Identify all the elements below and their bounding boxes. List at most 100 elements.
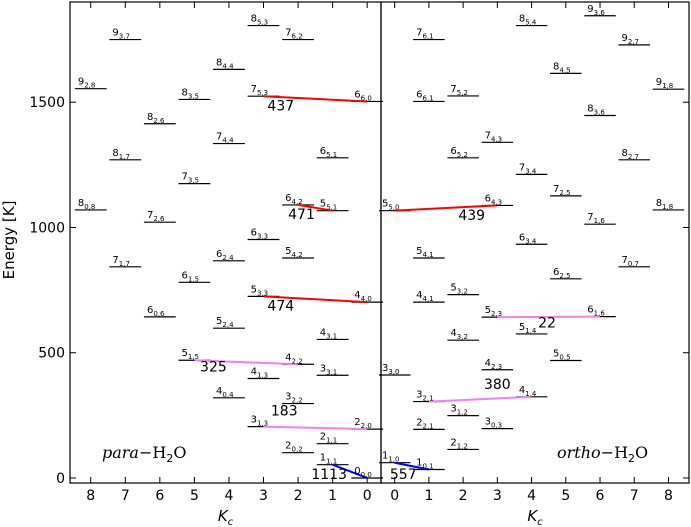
x-tick-label: 0 (390, 488, 399, 504)
x-tick-label: 4 (527, 488, 536, 504)
transition-label: 1113 (311, 467, 347, 483)
x-tick-label: 1 (328, 488, 337, 504)
level-label: 55,0 (382, 199, 400, 212)
x-tick-label: 6 (155, 488, 164, 504)
x-axis-title: Kc (527, 507, 543, 527)
x-tick-label: 3 (259, 488, 268, 504)
x-tick-label: 2 (294, 488, 303, 504)
level-label: 92,7 (622, 33, 640, 46)
level-label: 85,3 (251, 14, 269, 27)
level-label: 32,2 (285, 392, 303, 405)
level-label: 62,5 (553, 267, 571, 280)
transition-line (263, 425, 368, 431)
level-label: 66,0 (354, 89, 372, 102)
transition-line (394, 204, 498, 212)
level-label: 44,1 (416, 290, 434, 303)
level-label: 55,1 (320, 199, 338, 212)
level-label: 70,7 (622, 255, 640, 268)
level-label: 82,6 (147, 112, 165, 125)
level-label: 74,4 (216, 132, 234, 145)
level-label: 85,4 (519, 14, 537, 27)
level-label: 53,3 (251, 284, 269, 297)
level-label: 41,3 (251, 367, 269, 380)
x-tick-label: 7 (630, 488, 639, 504)
level-label: 81,7 (112, 148, 130, 161)
level-label: 60,6 (147, 305, 165, 318)
x-tick-label: 2 (459, 488, 468, 504)
level-label: 11,0 (382, 451, 400, 464)
panel-title: ortho−H2O (557, 443, 648, 465)
level-label: 92,8 (78, 77, 96, 90)
level-label: 83,6 (587, 103, 605, 116)
level-label: 80,8 (78, 198, 96, 211)
level-label: 50,5 (553, 348, 571, 361)
level-label: 53,2 (450, 283, 468, 296)
level-label: 51,5 (182, 348, 200, 361)
transition-line (263, 295, 368, 304)
transition-label: 380 (484, 377, 511, 393)
panel-frame (380, 1, 690, 484)
x-axis-title: Kc (218, 507, 234, 527)
level-label: 64,2 (285, 193, 303, 206)
transition-line (297, 203, 333, 212)
level-label: 71,6 (587, 212, 605, 225)
transition-label: 437 (267, 98, 294, 114)
level-label: 43,1 (320, 327, 338, 340)
transition-label: 22 (538, 316, 556, 332)
transition-line (497, 315, 601, 319)
level-label: 52,3 (485, 305, 503, 318)
transition-line (194, 359, 299, 366)
level-label: 31,2 (450, 404, 468, 417)
transition-label: 474 (267, 299, 294, 315)
level-label: 00,0 (354, 466, 372, 479)
level-label: 42,3 (485, 358, 503, 371)
level-label: 72,6 (147, 210, 165, 223)
panel-title: para−H2O (102, 443, 186, 465)
level-label: 61,6 (587, 305, 605, 318)
level-label: 33,1 (320, 363, 338, 376)
level-label: 76,2 (285, 28, 303, 41)
x-tick-label: 3 (493, 488, 502, 504)
level-label: 22,1 (416, 417, 434, 430)
level-label: 93,7 (112, 28, 130, 41)
level-label: 75,3 (251, 84, 269, 97)
transition-line (394, 461, 430, 471)
level-label: 42,2 (285, 352, 303, 365)
panel-frame (69, 1, 382, 484)
level-label: 72,5 (553, 184, 571, 197)
level-label: 10,1 (416, 457, 434, 470)
level-label: 31,3 (251, 415, 269, 428)
level-label: 84,4 (216, 57, 234, 70)
level-label: 63,4 (519, 232, 537, 245)
level-label: 41,4 (519, 385, 537, 398)
level-label: 93,6 (587, 4, 605, 17)
transition-label: 439 (458, 208, 485, 224)
level-label: 64,3 (485, 193, 503, 206)
level-label: 11,1 (320, 453, 338, 466)
level-label: 81,8 (656, 198, 674, 211)
transition-label: 557 (390, 467, 417, 483)
level-label: 33,0 (382, 363, 400, 376)
level-label: 75,2 (450, 84, 468, 97)
transition-line (263, 95, 368, 103)
level-label: 21,2 (450, 437, 468, 450)
transition-label: 325 (200, 360, 227, 376)
level-label: 52,4 (216, 316, 234, 329)
level-label: 73,5 (182, 172, 200, 185)
level-label: 43,2 (450, 328, 468, 341)
y-tick-label: 0 (56, 471, 65, 487)
level-label: 32,1 (416, 390, 434, 403)
x-tick-label: 7 (121, 488, 130, 504)
level-label: 30,3 (485, 417, 503, 430)
x-tick-label: 8 (86, 488, 95, 504)
level-label: 21,1 (320, 432, 338, 445)
level-label: 83,5 (182, 87, 200, 100)
x-tick-label: 5 (190, 488, 199, 504)
y-tick-label: 1000 (29, 220, 65, 236)
level-label: 44,0 (354, 290, 372, 303)
level-label: 65,1 (320, 146, 338, 159)
y-tick-label: 500 (38, 346, 65, 362)
y-tick-label: 1500 (29, 95, 65, 111)
level-label: 76,1 (416, 28, 434, 41)
transition-line (428, 395, 532, 403)
